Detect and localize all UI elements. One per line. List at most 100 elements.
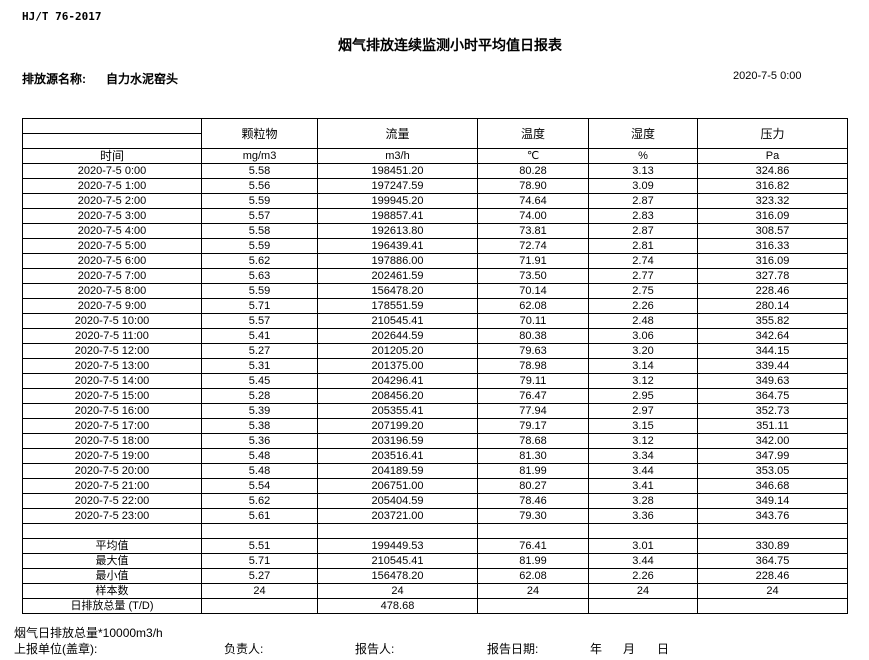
column-header: 流量 [317, 118, 478, 149]
row-label: 2020-7-5 20:00 [22, 463, 202, 479]
footer-note: 烟气日排放总量*10000m3/h [14, 626, 163, 640]
cell: 73.81 [477, 223, 589, 239]
row-label: 2020-7-5 4:00 [22, 223, 202, 239]
cell: 355.82 [697, 313, 848, 329]
cell: 5.54 [201, 478, 318, 494]
row-label [22, 523, 202, 539]
cell: 349.63 [697, 373, 848, 389]
cell: 339.44 [697, 358, 848, 374]
cell: 2.97 [588, 403, 698, 419]
cell: 5.59 [201, 238, 318, 254]
cell: 201205.20 [317, 343, 478, 359]
cell: 76.41 [477, 538, 589, 554]
cell: 3.09 [588, 178, 698, 194]
cell: 2.87 [588, 193, 698, 209]
row-label: 最大值 [22, 553, 202, 569]
cell: 74.64 [477, 193, 589, 209]
column-header: 温度 [477, 118, 589, 149]
cell: 62.08 [477, 568, 589, 584]
summary-row: 样本数 24 24 24 24 24 [22, 583, 848, 599]
cell: 5.48 [201, 448, 318, 464]
cell: 2.26 [588, 568, 698, 584]
row-label: 2020-7-5 19:00 [22, 448, 202, 464]
report-table: 颗粒物 流量 温度 湿度 压力 时间 mg/m3 m3/h ℃ % Pa 202… [22, 118, 848, 614]
cell: 2.83 [588, 208, 698, 224]
cell: 192613.80 [317, 223, 478, 239]
cell: 203721.00 [317, 508, 478, 524]
cell: 3.12 [588, 373, 698, 389]
row-label: 2020-7-5 14:00 [22, 373, 202, 389]
cell: 5.27 [201, 343, 318, 359]
cell: 2.95 [588, 388, 698, 404]
table-row: 2020-7-5 15:00 5.28 208456.20 76.47 2.95 364.… [22, 388, 848, 404]
cell: 5.62 [201, 493, 318, 509]
cell: 208456.20 [317, 388, 478, 404]
unit-cell: % [588, 148, 698, 164]
row-label: 2020-7-5 2:00 [22, 193, 202, 209]
cell [588, 523, 698, 539]
cell: 316.09 [697, 253, 848, 269]
cell: 203516.41 [317, 448, 478, 464]
unit-label: 上报单位(盖章): [14, 642, 98, 656]
source-value: 自力水泥窑头 [106, 72, 179, 86]
cell: 79.11 [477, 373, 589, 389]
cell: 5.39 [201, 403, 318, 419]
cell: 5.58 [201, 163, 318, 179]
cell [588, 598, 698, 614]
cell: 24 [697, 583, 848, 599]
row-label: 样本数 [22, 583, 202, 599]
cell: 70.11 [477, 313, 589, 329]
row-label: 2020-7-5 15:00 [22, 388, 202, 404]
cell: 178551.59 [317, 298, 478, 314]
row-label: 2020-7-5 9:00 [22, 298, 202, 314]
row-label: 2020-7-5 0:00 [22, 163, 202, 179]
day-label: 日 [657, 642, 670, 656]
row-label: 2020-7-5 7:00 [22, 268, 202, 284]
cell: 78.68 [477, 433, 589, 449]
cell: 70.14 [477, 283, 589, 299]
table-row: 2020-7-5 21:00 5.54 206751.00 80.27 3.41 346.… [22, 478, 848, 494]
row-label: 最小值 [22, 568, 202, 584]
summary-row: 最大值 5.71 210545.41 81.99 3.44 364.75 [22, 553, 848, 569]
unit-cell: ℃ [477, 148, 589, 164]
cell: 353.05 [697, 463, 848, 479]
cell: 24 [201, 583, 318, 599]
cell: 5.63 [201, 268, 318, 284]
row-label: 2020-7-5 12:00 [22, 343, 202, 359]
cell [697, 598, 848, 614]
cell: 204189.59 [317, 463, 478, 479]
cell: 2.87 [588, 223, 698, 239]
cell: 343.76 [697, 508, 848, 524]
cell [697, 523, 848, 539]
cell: 2.74 [588, 253, 698, 269]
cell: 79.30 [477, 508, 589, 524]
table-row: 2020-7-5 14:00 5.45 204296.41 79.11 3.12 349.… [22, 373, 848, 389]
row-label: 2020-7-5 16:00 [22, 403, 202, 419]
time-header: 时间 [22, 148, 202, 164]
cell: 202461.59 [317, 268, 478, 284]
responsible-label: 负责人: [224, 642, 264, 656]
cell: 342.00 [697, 433, 848, 449]
cell: 228.46 [697, 283, 848, 299]
row-label: 2020-7-5 10:00 [22, 313, 202, 329]
cell: 210545.41 [317, 313, 478, 329]
source-label: 排放源名称: [22, 72, 86, 86]
cell: 77.94 [477, 403, 589, 419]
cell: 3.44 [588, 463, 698, 479]
table-row: 2020-7-5 11:00 5.41 202644.59 80.38 3.06 342.… [22, 328, 848, 344]
cell: 81.99 [477, 553, 589, 569]
unit-cell: mg/m3 [201, 148, 318, 164]
table-row: 2020-7-5 19:00 5.48 203516.41 81.30 3.34 347.… [22, 448, 848, 464]
cell: 79.63 [477, 343, 589, 359]
cell [477, 523, 589, 539]
cell: 5.27 [201, 568, 318, 584]
cell: 347.99 [697, 448, 848, 464]
cell: 196439.41 [317, 238, 478, 254]
empty-row [22, 523, 848, 539]
row-label: 2020-7-5 18:00 [22, 433, 202, 449]
cell: 324.86 [697, 163, 848, 179]
summary-row: 日排放总量 (T/D) 478.68 [22, 598, 848, 614]
cell: 5.58 [201, 223, 318, 239]
cell: 24 [477, 583, 589, 599]
cell: 344.15 [697, 343, 848, 359]
